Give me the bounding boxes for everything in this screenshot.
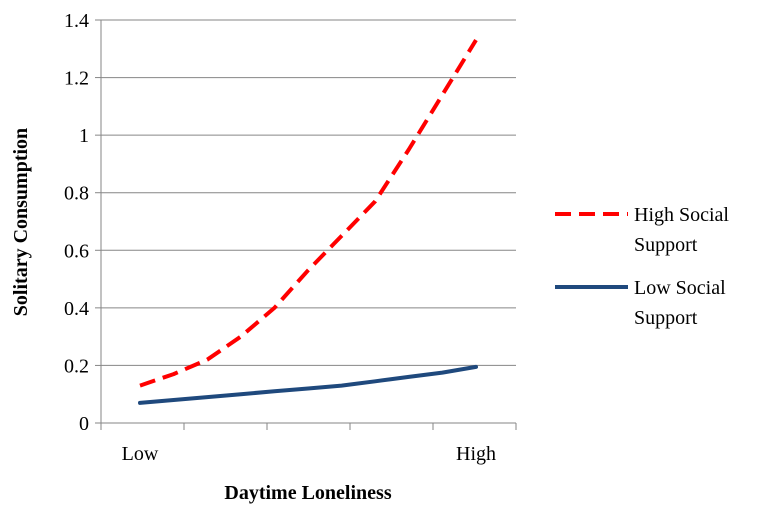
x-axis: Low High xyxy=(100,20,517,465)
y-tick-label: 0.2 xyxy=(64,355,89,377)
y-axis-ticks: 0 0.2 0.4 0.6 0.8 1 1.2 1.4 xyxy=(64,10,101,435)
y-tick-label: 0.6 xyxy=(64,240,89,262)
y-tick-label: 1.4 xyxy=(64,10,89,32)
x-axis-title: Daytime Loneliness xyxy=(224,482,391,504)
legend-item-low-social-support: Low Social Support xyxy=(555,277,726,329)
legend-label-high-line1: High Social xyxy=(634,204,729,226)
y-axis-title: Solitary Consumption xyxy=(10,128,32,316)
y-tick-label: 1 xyxy=(79,125,89,147)
y-tick-label: 0 xyxy=(79,413,89,435)
series-line-high-social-support xyxy=(139,39,478,388)
series-line-low-social-support xyxy=(138,364,478,405)
x-tick-label: Low xyxy=(122,443,159,465)
legend: High Social Support Low Social Support xyxy=(555,204,729,329)
x-tick-label: High xyxy=(456,443,496,465)
y-tick-label: 1.2 xyxy=(64,68,89,90)
legend-item-high-social-support: High Social Support xyxy=(555,204,729,256)
y-tick-label: 0.4 xyxy=(64,298,89,320)
legend-label-low-line1: Low Social xyxy=(634,277,726,299)
series-layer xyxy=(138,39,478,405)
gridlines xyxy=(101,19,516,424)
legend-label-low-line2: Support xyxy=(634,307,698,329)
legend-label-high-line2: Support xyxy=(634,234,698,256)
y-tick-label: 0.8 xyxy=(64,183,89,205)
